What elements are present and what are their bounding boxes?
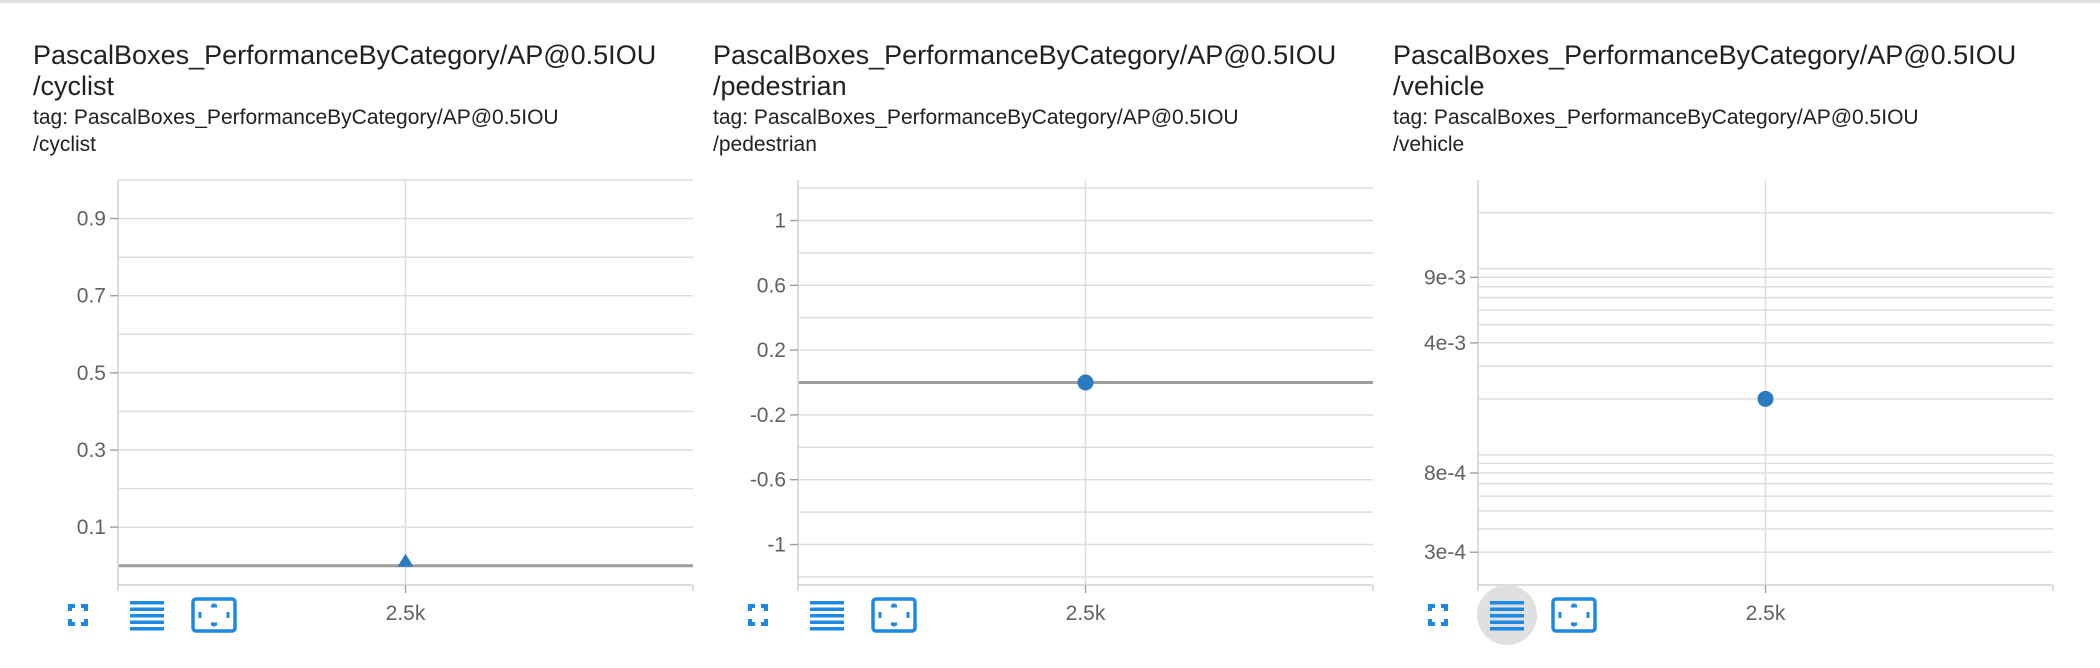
y-tick-label: 4e-3 bbox=[1424, 332, 1466, 355]
y-tick-label: 0.2 bbox=[757, 339, 786, 362]
chart-toolbar bbox=[33, 585, 433, 645]
data-point bbox=[397, 553, 414, 567]
x-tick-label: 2.5k bbox=[1066, 602, 1106, 625]
chart-tag-line1: tag: PascalBoxes_PerformanceByCategory/A… bbox=[33, 106, 559, 129]
y-tick-label: -0.6 bbox=[750, 469, 786, 492]
y-tick-label: 0.7 bbox=[77, 285, 106, 308]
fit-domain-button[interactable] bbox=[1544, 585, 1604, 645]
chart-tag-line2: /cyclist bbox=[33, 133, 96, 156]
fullscreen-button[interactable] bbox=[728, 585, 788, 645]
chart-plot[interactable]: 1 0.6 0.2 -0.2 -0.6 -1 2.5k bbox=[713, 180, 1393, 640]
chart-tag-line1: tag: PascalBoxes_PerformanceByCategory/A… bbox=[1393, 106, 1919, 129]
top-divider bbox=[0, 0, 2100, 3]
fullscreen-button[interactable] bbox=[48, 585, 108, 645]
fullscreen-button[interactable] bbox=[1408, 585, 1468, 645]
y-tick-label: 9e-3 bbox=[1424, 266, 1466, 289]
chart-card-pedestrian: PascalBoxes_PerformanceByCategory/AP@0.5… bbox=[713, 40, 1393, 650]
y-tick-label: -1 bbox=[767, 534, 786, 557]
chart-title-line2: /cyclist bbox=[33, 71, 114, 101]
data-point bbox=[1757, 390, 1774, 407]
chart-plot[interactable]: 0.1 0.3 0.5 0.7 0.9 2.5k bbox=[33, 179, 713, 640]
chart-tag-line2: /vehicle bbox=[1393, 133, 1465, 156]
chart-toolbar bbox=[1393, 585, 1793, 645]
chart-tag: tag: PascalBoxes_PerformanceByCategory/A… bbox=[713, 104, 1393, 158]
chart-title-line1: PascalBoxes_PerformanceByCategory/AP@0.5… bbox=[33, 40, 657, 70]
chart-title-line1: PascalBoxes_PerformanceByCategory/AP@0.5… bbox=[713, 40, 1337, 70]
chart-tag-line2: /pedestrian bbox=[713, 133, 817, 156]
chart-title: PascalBoxes_PerformanceByCategory/AP@0.5… bbox=[33, 40, 713, 102]
chart-title-line2: /vehicle bbox=[1393, 71, 1485, 101]
y-tick-label: 0.1 bbox=[77, 516, 106, 539]
y-tick-label: 0.9 bbox=[77, 208, 106, 231]
fit-domain-button[interactable] bbox=[184, 585, 244, 645]
chart-title: PascalBoxes_PerformanceByCategory/AP@0.5… bbox=[1393, 40, 2073, 102]
y-tick-label: 0.3 bbox=[77, 439, 106, 462]
y-tick-label: 1 bbox=[774, 210, 786, 233]
toggle-log-scale-button[interactable] bbox=[797, 585, 857, 645]
x-tick-label: 2.5k bbox=[1746, 602, 1786, 625]
chart-toolbar bbox=[713, 585, 1113, 645]
y-tick-label: 0.6 bbox=[757, 274, 786, 297]
chart-tag: tag: PascalBoxes_PerformanceByCategory/A… bbox=[1393, 104, 2073, 158]
data-point bbox=[1077, 374, 1094, 391]
chart-title-line1: PascalBoxes_PerformanceByCategory/AP@0.5… bbox=[1393, 40, 2017, 70]
chart-tag-line1: tag: PascalBoxes_PerformanceByCategory/A… bbox=[713, 106, 1239, 129]
y-tick-label: 0.5 bbox=[77, 362, 106, 385]
y-tick-label: -0.2 bbox=[750, 404, 786, 427]
toggle-log-scale-button[interactable] bbox=[1477, 585, 1537, 645]
x-tick-label: 2.5k bbox=[386, 602, 426, 625]
chart-plot[interactable]: 9e-3 4e-3 8e-4 3e-4 2.5k bbox=[1393, 180, 2073, 640]
toggle-log-scale-button[interactable] bbox=[117, 585, 177, 645]
chart-card-vehicle: PascalBoxes_PerformanceByCategory/AP@0.5… bbox=[1393, 40, 2073, 650]
chart-tag: tag: PascalBoxes_PerformanceByCategory/A… bbox=[33, 104, 713, 158]
y-tick-label: 3e-4 bbox=[1424, 541, 1466, 564]
chart-title-line2: /pedestrian bbox=[713, 71, 847, 101]
fit-domain-button[interactable] bbox=[864, 585, 924, 645]
y-tick-label: 8e-4 bbox=[1424, 462, 1466, 485]
chart-card-cyclist: PascalBoxes_PerformanceByCategory/AP@0.5… bbox=[33, 40, 713, 650]
chart-title: PascalBoxes_PerformanceByCategory/AP@0.5… bbox=[713, 40, 1393, 102]
